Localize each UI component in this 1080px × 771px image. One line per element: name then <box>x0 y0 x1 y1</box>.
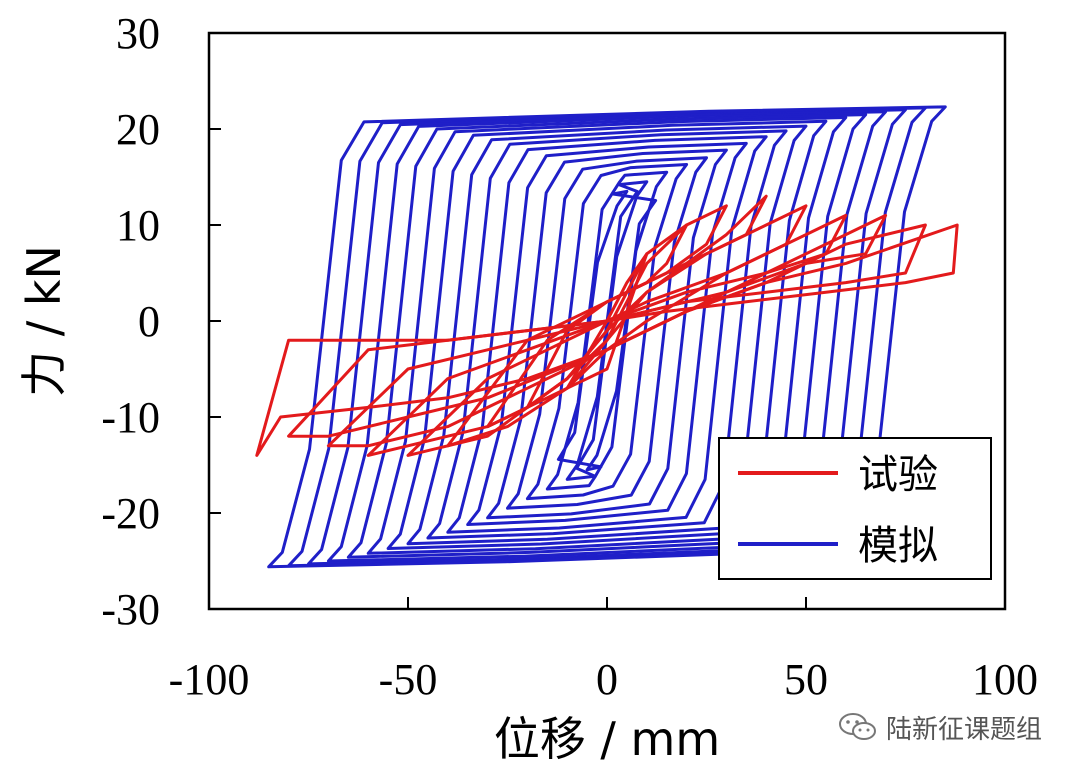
sim-loop <box>525 163 689 501</box>
y-axis: -30 -20 -10 0 10 20 30 <box>101 9 221 634</box>
y-tick-label: 30 <box>116 9 160 58</box>
sim-loop <box>506 156 708 510</box>
wechat-icon <box>839 713 876 740</box>
y-tick-label: -20 <box>101 489 160 538</box>
test-cycle <box>255 223 959 457</box>
test-cycle <box>326 213 888 448</box>
x-tick-label: 0 <box>596 655 618 704</box>
sim-loop <box>565 180 649 481</box>
legend-label-test: 试验 <box>858 452 938 498</box>
test-cycle <box>366 213 848 457</box>
y-tick-label: -10 <box>101 393 160 442</box>
legend: 试验 模拟 <box>718 437 992 580</box>
test-cycle <box>565 252 649 390</box>
legend-label-sim: 模拟 <box>858 523 938 569</box>
x-axis: -100 -50 0 50 100 <box>169 597 1038 704</box>
watermark: 陆新征课题组 <box>838 707 1042 747</box>
watermark-text: 陆新征课题组 <box>886 714 1043 745</box>
x-tick-label: 100 <box>972 655 1038 704</box>
legend-box <box>718 437 992 580</box>
x-tick-label: -100 <box>169 655 250 704</box>
y-tick-label: 0 <box>138 297 160 346</box>
x-tick-label: 50 <box>784 655 828 704</box>
y-tick-label: 20 <box>116 105 160 154</box>
y-tick-label: -30 <box>101 585 160 634</box>
sim-loop <box>545 170 669 491</box>
sim-loop <box>466 141 748 526</box>
sim-loop <box>556 189 658 472</box>
y-tick-label: 10 <box>116 201 160 250</box>
test-cycle <box>406 204 808 457</box>
x-tick-label: -50 <box>379 655 438 704</box>
x-axis-title: 位移 / mm <box>494 712 720 766</box>
y-axis-title: 力 / kN <box>17 245 71 397</box>
